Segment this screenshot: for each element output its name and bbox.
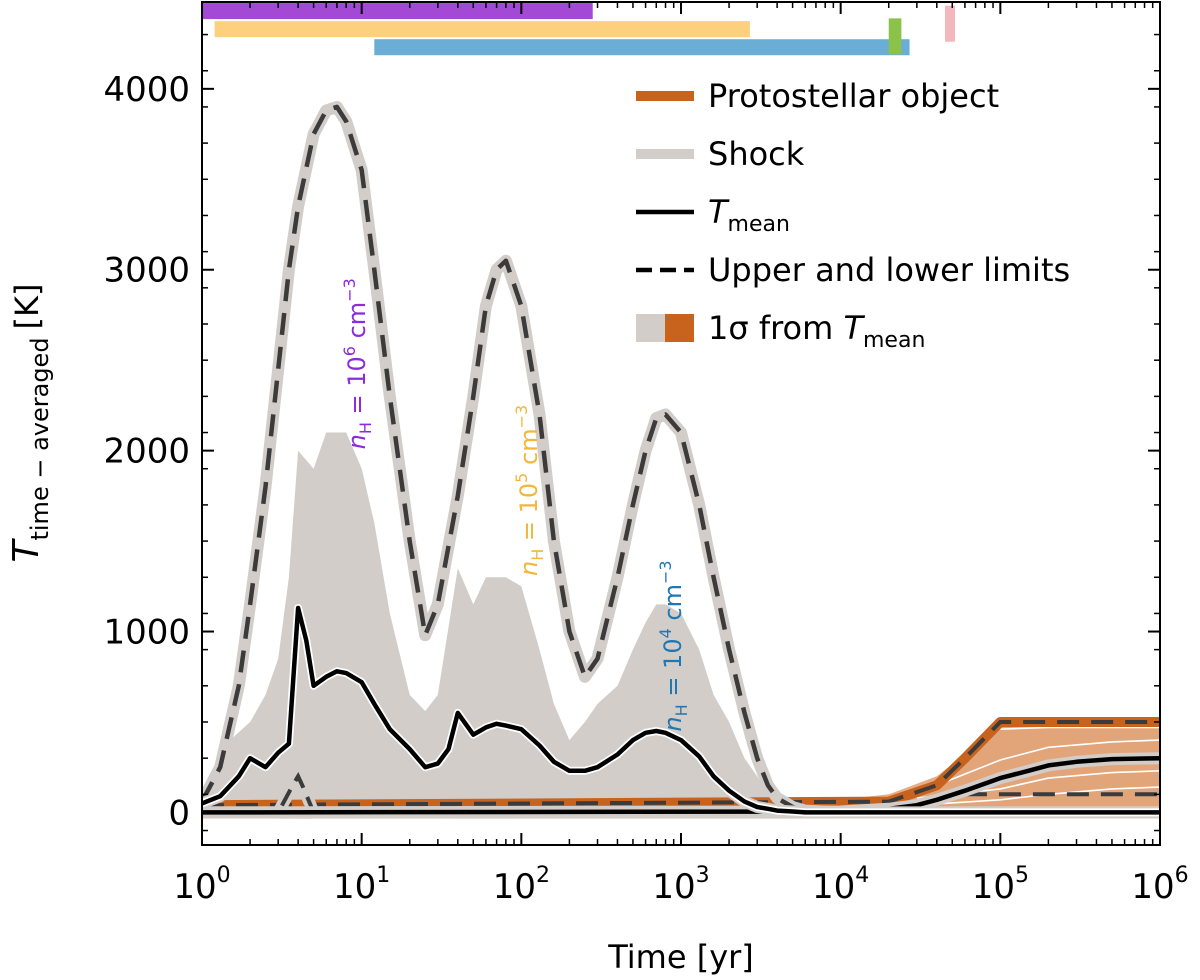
legend-entry-4: 1σ from Tmean: [636, 309, 925, 353]
x-tick-label-0: 100: [173, 863, 230, 907]
phase-bar-3: [888, 18, 902, 55]
legend-swatch-sigma-protostar: [665, 314, 694, 342]
phase-bar-2: [374, 39, 910, 56]
legend-label-2: Tmean: [708, 193, 790, 237]
density-label-text-0: nH = 106 cm−3: [340, 278, 375, 449]
y-tick-label-4: 4000: [103, 70, 190, 110]
phase-bar-0: [202, 3, 593, 20]
legend-label-1: Shock: [708, 135, 805, 173]
protostar-sigma-edge-1: [936, 739, 1160, 787]
plot-area: [202, 3, 1160, 819]
density-label-0: nH = 106 cm−3: [340, 278, 375, 449]
y-axis-label-symbol: T: [6, 538, 47, 563]
legend-entry-2: Tmean: [636, 193, 790, 237]
legend-entry-0: Protostellar object: [636, 77, 999, 115]
y-tick-label-0: 0: [168, 793, 190, 833]
protostar-upper-limit-dash: [202, 720, 1160, 808]
protostar-sigma-edge-0: [1000, 726, 1160, 730]
shock-upper-limit-dash: [202, 104, 1160, 815]
svg-text:Ttime − averaged[K]: Ttime − averaged [K]: [6, 283, 54, 562]
y-axis-label-unit: [K]: [8, 283, 46, 329]
legend-entry-3: Upper and lower limits: [636, 251, 1070, 289]
axes: 100 101 102 103 104 105 106 0 1000 2000 3000 4000: [103, 2, 1189, 907]
density-labels: nH = 106 cm−3 nH = 105 cm−3 nH = 104 cm−3: [340, 278, 691, 731]
density-label-1: nH = 105 cm−3: [512, 405, 547, 576]
legend-label-3: Upper and lower limits: [708, 251, 1070, 289]
density-label-2: nH = 104 cm−3: [656, 560, 691, 731]
legend: Protostellar object Shock Tmean Upper and l…: [636, 77, 1070, 353]
x-tick-label-3: 103: [652, 863, 709, 907]
legend-label-4: 1σ from Tmean: [708, 309, 925, 353]
x-axis-label: Time [yr]: [607, 938, 754, 976]
y-tick-label-2: 2000: [103, 432, 190, 472]
density-label-text-2: nH = 104 cm−3: [656, 560, 691, 731]
x-tick-label-6: 106: [1131, 863, 1188, 907]
x-tick-label-1: 101: [333, 863, 390, 907]
y-axis-label: Ttime − averaged [K]: [6, 283, 54, 562]
x-tick-label-5: 105: [972, 863, 1029, 907]
y-tick-label-3: 3000: [103, 251, 190, 291]
x-tick-label-2: 102: [493, 863, 550, 907]
phase-bar-4: [944, 5, 955, 42]
legend-swatch-sigma-shock: [636, 314, 665, 342]
shock-sigma-band: [202, 432, 1160, 813]
legend-label-0: Protostellar object: [708, 77, 999, 115]
shock-mean-line: [202, 605, 1160, 815]
legend-entry-1: Shock: [636, 135, 805, 173]
y-tick-label-1: 1000: [103, 613, 190, 653]
phase-bar-1: [214, 21, 750, 38]
density-label-text-1: nH = 105 cm−3: [512, 405, 547, 576]
y-axis-label-subscript: time − averaged: [26, 337, 54, 540]
x-tick-label-4: 104: [812, 863, 869, 907]
